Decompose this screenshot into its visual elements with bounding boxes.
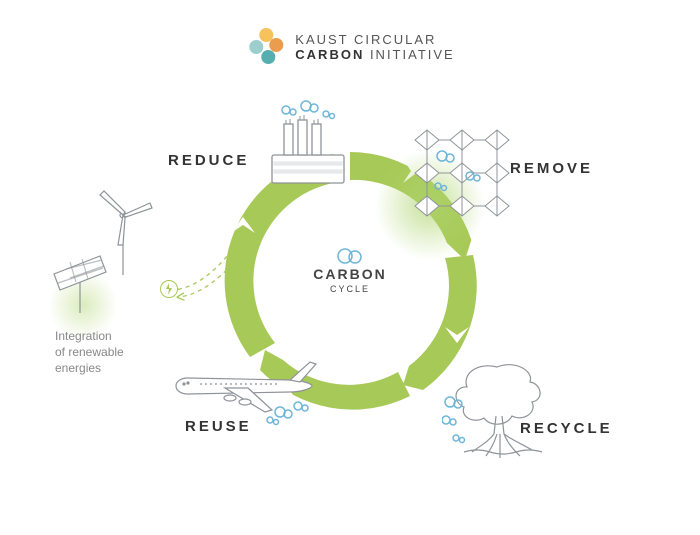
center-sub: CYCLE xyxy=(313,284,386,294)
header-line2: CARBON INITIATIVE xyxy=(295,48,454,63)
bubbles-reuse xyxy=(267,402,308,425)
label-remove: REMOVE xyxy=(510,160,593,177)
side-l2: of renewable xyxy=(55,344,124,360)
side-l3: energies xyxy=(55,360,124,376)
airplane-icon xyxy=(170,350,320,430)
header-line1: KAUST CIRCULAR xyxy=(295,33,454,48)
header-title: KAUST CIRCULAR CARBON INITIATIVE xyxy=(295,33,454,63)
side-label: Integration of renewable energies xyxy=(55,328,124,377)
center-bubble-icon xyxy=(335,246,365,266)
bolt-icon xyxy=(160,280,178,298)
side-l1: Integration xyxy=(55,328,124,344)
factory-icon xyxy=(256,100,356,190)
bubbles-reduce xyxy=(282,101,335,119)
tree-icon xyxy=(442,352,562,462)
solar-panel-icon xyxy=(46,238,116,318)
header: KAUST CIRCULAR CARBON INITIATIVE xyxy=(245,28,454,68)
center-label: CARBON CYCLE xyxy=(313,266,386,294)
logo-icon xyxy=(245,28,285,68)
center-title: CARBON xyxy=(313,266,386,282)
label-reduce: REDUCE xyxy=(168,152,249,169)
molecule-cage-icon xyxy=(400,118,510,218)
